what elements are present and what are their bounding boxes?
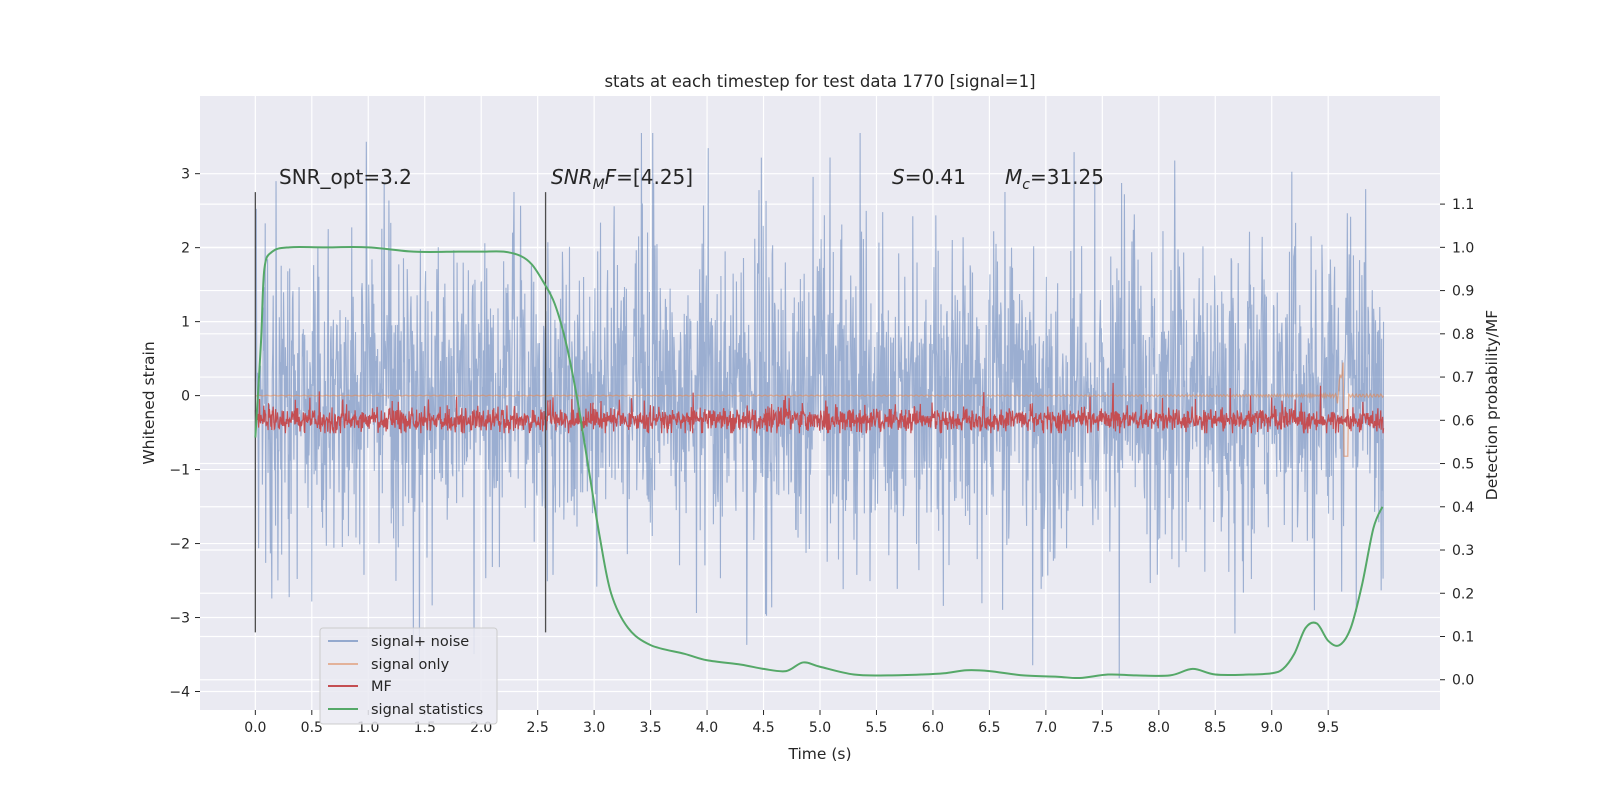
x-tick-label-6: 3.0 (583, 720, 605, 736)
y-tick-label-7: −4 (169, 685, 190, 701)
line-signal-statistics (254, 246, 1384, 680)
x-tick-label-16: 8.0 (1148, 720, 1170, 736)
series-signal-noise (254, 132, 1385, 679)
series-signal-only (255, 362, 1385, 457)
series-signal-statistics (254, 246, 1384, 680)
line-signal-only (255, 362, 1385, 457)
y2-tick-label-6: 0.5 (1452, 457, 1474, 473)
x-axis-label: Time (s) (787, 745, 851, 763)
y2-tick-label-3: 0.8 (1452, 327, 1474, 343)
y-tick-label-1: 2 (181, 241, 190, 257)
x-tick-label-8: 4.0 (696, 720, 718, 736)
legend-label-signal-only: signal only (371, 657, 450, 673)
legend-label-signal-statistics: signal statistics (371, 702, 483, 718)
annotation-snr-opt: SNR_opt=3.2 (279, 165, 412, 189)
annotation-snr-mf: SNRMF=[4.25] (551, 165, 693, 193)
x-tick-label-18: 9.0 (1261, 720, 1283, 736)
y-tick-label-6: −3 (169, 611, 190, 627)
line-signal-noise (254, 132, 1385, 679)
y2-tick-label-4: 0.7 (1452, 370, 1474, 386)
y-tick-label-4: −1 (169, 463, 190, 479)
y-tick-label-3: 0 (181, 389, 190, 405)
x-tick-label-17: 8.5 (1204, 720, 1226, 736)
line-mf (254, 382, 1385, 434)
annotation-s: S=0.41 (892, 165, 966, 189)
x-tick-label-13: 6.5 (978, 720, 1000, 736)
y2-tick-label-0: 1.1 (1452, 197, 1474, 213)
annotation-mc: Mc=31.25 (1005, 165, 1104, 193)
x-tick-label-11: 5.5 (865, 720, 887, 736)
y2-tick-label-1: 1.0 (1452, 240, 1474, 256)
legend-label-signal-noise: signal+ noise (371, 634, 469, 650)
legend-label-mf: MF (371, 679, 392, 695)
y2-tick-label-9: 0.2 (1452, 586, 1474, 602)
y-tick-label-5: −2 (169, 537, 190, 553)
y2-tick-label-10: 0.1 (1452, 629, 1474, 645)
x-tick-label-10: 5.0 (809, 720, 831, 736)
x-tick-label-14: 7.0 (1035, 720, 1057, 736)
x-tick-label-5: 2.5 (527, 720, 549, 736)
y2-tick-label-8: 0.3 (1452, 543, 1474, 559)
y2-tick-label-5: 0.6 (1452, 413, 1474, 429)
x-tick-label-12: 6.0 (922, 720, 944, 736)
y2-axis-label: Detection probability/MF (1483, 310, 1501, 501)
legend: signal+ noise signal only MF signal stat… (319, 627, 498, 725)
x-tick-label-19: 9.5 (1317, 720, 1339, 736)
y2-tick-label-11: 0.0 (1452, 673, 1474, 689)
y-tick-label-2: 1 (181, 315, 190, 331)
y2-tick-label-7: 0.4 (1452, 500, 1474, 516)
y-tick-label-0: 3 (181, 167, 190, 183)
x-tick-label-0: 0.0 (244, 720, 266, 736)
tick-labels: 0.0 0.5 1.0 1.5 2.0 2.5 3.0 3.5 4.0 4.5 5.0 5.5 6.0 6… (169, 167, 1474, 736)
x-tick-label-9: 4.5 (752, 720, 774, 736)
chart-title: stats at each timestep for test data 177… (604, 72, 1035, 91)
x-tick-label-7: 3.5 (639, 720, 661, 736)
series-mf (254, 382, 1385, 434)
x-tick-label-15: 7.5 (1091, 720, 1113, 736)
vertical-markers (254, 192, 547, 633)
y2-tick-label-2: 0.9 (1452, 284, 1474, 300)
x-tick-label-1: 0.5 (301, 720, 323, 736)
legend-box (319, 627, 498, 725)
y-axis-label: Whitened strain (140, 341, 158, 464)
